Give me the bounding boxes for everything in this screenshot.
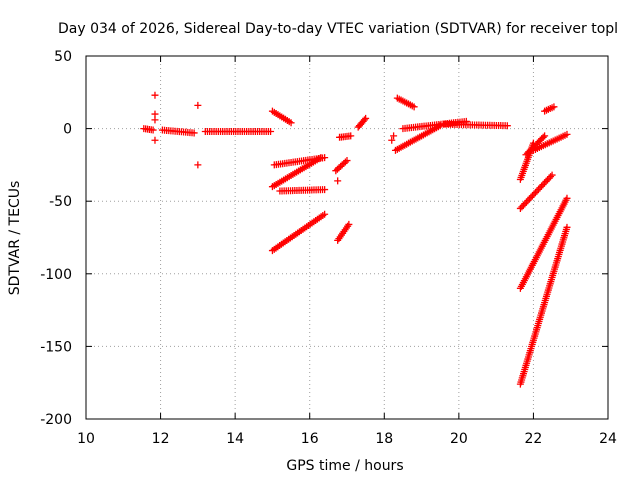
x-tick-label: 14: [226, 431, 244, 447]
data-point: [539, 133, 547, 141]
x-tick-label: 16: [301, 431, 319, 447]
data-point: [410, 103, 418, 111]
data-point: [267, 128, 275, 136]
data-point: [503, 122, 511, 130]
y-tick-label: -150: [40, 339, 72, 355]
data-point: [545, 174, 553, 182]
data-point: [519, 201, 527, 209]
data-point: [550, 103, 558, 111]
data-point: [563, 194, 571, 202]
data-point: [547, 173, 555, 181]
data-point: [341, 158, 349, 166]
data-point: [541, 179, 549, 187]
data-point: [563, 130, 571, 138]
data-point: [544, 176, 552, 184]
data-point: [287, 119, 295, 127]
data-point: [527, 193, 535, 201]
data-point: [533, 187, 541, 195]
data-point: [151, 116, 159, 124]
data-point: [530, 190, 538, 198]
grid-layer: [86, 56, 608, 419]
data-point: [548, 171, 556, 179]
data-point: [321, 186, 329, 194]
y-axis-label: SDTVAR / TECUs: [7, 181, 23, 296]
x-tick-label: 20: [450, 431, 468, 447]
data-point: [194, 101, 202, 109]
data-point: [528, 192, 536, 200]
x-tick-label: 22: [525, 431, 543, 447]
data-point: [518, 203, 526, 211]
data-point: [388, 136, 396, 144]
chart-title: Day 034 of 2026, Sidereal Day-to-day VTE…: [58, 21, 618, 37]
data-point: [317, 154, 325, 162]
y-tick-label: -200: [40, 412, 72, 428]
x-axis-label: GPS time / hours: [286, 458, 403, 474]
data-point: [524, 197, 532, 205]
data-point: [321, 210, 329, 218]
data-point: [536, 184, 544, 192]
y-tick-label: 50: [54, 49, 72, 65]
data-point: [538, 182, 546, 190]
data-point: [151, 91, 159, 99]
data-point: [541, 132, 549, 140]
data-point: [194, 161, 202, 169]
data-point: [362, 114, 370, 122]
y-tick-label: -50: [49, 194, 72, 210]
x-tick-label: 24: [599, 431, 617, 447]
data-points-layer: [140, 91, 571, 388]
data-point: [345, 220, 353, 228]
data-point: [522, 198, 530, 206]
data-point: [534, 185, 542, 193]
data-point: [151, 136, 159, 144]
x-tick-labels: 10 12 14 16 18 20 22 24: [77, 431, 617, 447]
x-tick-label: 10: [77, 431, 95, 447]
data-point: [563, 223, 571, 231]
y-tick-labels: -200 -150 -100 -50 0 50: [40, 49, 72, 428]
data-point: [343, 157, 351, 165]
plot-frame: [85, 55, 609, 420]
data-point: [360, 116, 368, 124]
data-point: [334, 177, 342, 185]
data-point: [521, 200, 529, 208]
y-tick-label: 0: [63, 122, 72, 138]
data-point: [525, 195, 533, 203]
data-point: [531, 189, 539, 197]
data-point: [542, 177, 550, 185]
data-point: [516, 204, 524, 212]
data-point: [347, 132, 355, 140]
data-point: [190, 129, 198, 137]
x-tick-label: 18: [375, 431, 393, 447]
x-tick-label: 12: [152, 431, 170, 447]
data-point: [390, 132, 398, 140]
data-point: [149, 126, 157, 134]
data-point: [539, 181, 547, 189]
y-tick-label: -100: [40, 267, 72, 283]
